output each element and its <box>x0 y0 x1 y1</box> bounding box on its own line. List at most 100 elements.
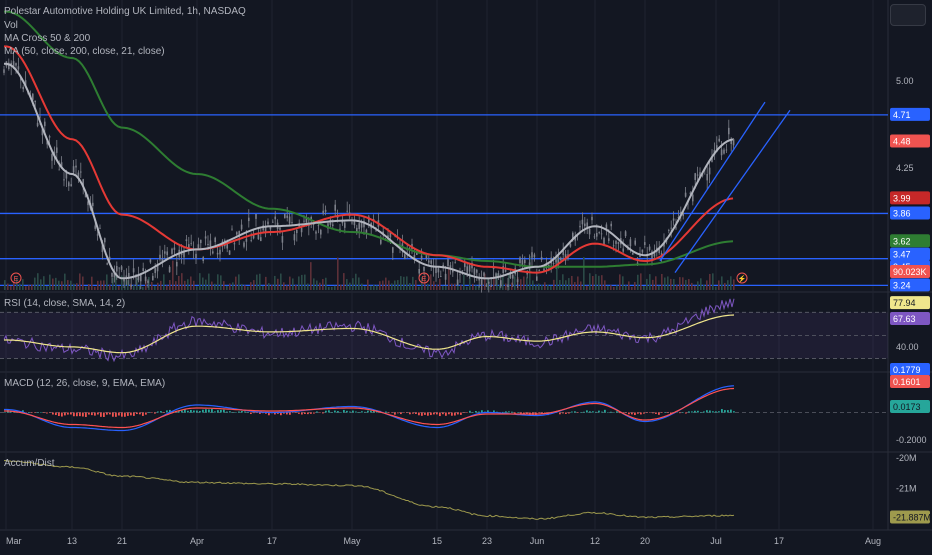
price-tag-label: 3.86 <box>893 208 911 218</box>
volume-bar <box>172 260 174 290</box>
candle-body <box>94 225 96 229</box>
macd-histogram-bar <box>478 411 480 413</box>
volume-bar <box>277 278 279 290</box>
candle-body <box>77 172 80 178</box>
volume-bar <box>406 276 408 290</box>
volume-bar <box>67 280 69 290</box>
macd-tag <box>890 363 930 376</box>
candle-body <box>152 275 154 281</box>
macd-histogram-bar <box>166 410 168 413</box>
macd-histogram-bar <box>10 411 12 413</box>
volume-bar <box>682 277 684 290</box>
macd-histogram-bar <box>415 412 417 414</box>
rsi-tag-label: 77.94 <box>893 298 916 308</box>
candle-body <box>41 129 44 136</box>
macd-histogram-bar <box>526 412 528 414</box>
macd-histogram-bar <box>733 411 735 413</box>
macd-histogram-bar <box>322 412 324 414</box>
candle-body <box>670 227 672 229</box>
candle-body <box>101 245 104 253</box>
volume-bar <box>370 285 372 290</box>
macd-histogram-bar <box>55 412 57 416</box>
volume-bar <box>157 282 159 290</box>
candle-body <box>569 243 572 247</box>
volume-bar <box>685 279 687 290</box>
candle-body <box>164 251 166 254</box>
ma-legend[interactable]: MA (50, close, 200, close, 21, close) <box>4 46 165 57</box>
macd-histogram-bar <box>664 412 666 413</box>
volume-bar <box>223 281 225 290</box>
volume-bar <box>379 281 381 290</box>
rsi-legend[interactable]: RSI (14, close, SMA, 14, 2) <box>4 298 126 309</box>
volume-bar <box>700 278 702 290</box>
volume-bar <box>727 280 729 290</box>
candle-body <box>612 245 615 247</box>
candle-body <box>389 231 392 238</box>
ma-cross-legend[interactable]: MA Cross 50 & 200 <box>4 33 91 44</box>
candle-body <box>58 169 60 171</box>
candle-body <box>526 272 528 275</box>
price-tag-label: 3.47 <box>893 250 911 260</box>
macd-histogram-bar <box>373 410 375 413</box>
macd-tick-label: -0.2000 <box>896 435 927 445</box>
volume-bar <box>61 281 63 290</box>
accum-legend[interactable]: Accum/Dist <box>4 458 55 469</box>
volume-bar <box>568 278 570 290</box>
candle-body <box>82 179 84 186</box>
macd-histogram-bar <box>205 409 207 413</box>
macd-tag <box>890 400 930 413</box>
volume-bar <box>292 278 294 290</box>
macd-legend[interactable]: MACD (12, 26, close, 9, EMA, EMA) <box>4 378 166 389</box>
macd-histogram-bar <box>691 411 693 413</box>
macd-histogram-bar <box>631 412 633 415</box>
price-tag-label: 4.48 <box>893 137 911 147</box>
volume-bar <box>367 279 369 290</box>
macd-histogram-bar <box>154 412 156 414</box>
candle-body <box>617 242 620 244</box>
candle-body <box>608 238 610 241</box>
volume-bar <box>79 273 81 290</box>
candle-body <box>8 62 10 70</box>
macd-histogram-bar <box>214 411 216 413</box>
price-tag-label: 3.24 <box>893 280 911 290</box>
candle-body <box>190 242 192 244</box>
macd-histogram-bar <box>187 410 189 413</box>
candle-body <box>44 121 46 127</box>
candle-body <box>216 252 219 255</box>
price-tick-label: 5.00 <box>896 76 914 86</box>
candle-body <box>202 257 204 261</box>
volume-bar <box>535 284 537 290</box>
volume-bar <box>85 286 87 290</box>
candle-body <box>476 269 478 273</box>
candle-body <box>641 249 644 253</box>
accum-tick-label: -20M <box>896 453 917 463</box>
macd-histogram-bar <box>361 411 363 413</box>
candle-body <box>291 221 293 223</box>
volume-bar <box>256 274 258 290</box>
candle-body <box>696 174 699 176</box>
macd-histogram-bar <box>616 411 618 413</box>
candle-body <box>310 217 312 219</box>
macd-histogram-bar <box>70 412 72 415</box>
macd-histogram-bar <box>28 412 30 413</box>
candle-body <box>363 220 365 228</box>
volume-bar <box>721 276 723 290</box>
chart-menu-button[interactable] <box>890 4 926 26</box>
macd-histogram-bar <box>538 412 540 413</box>
macd-histogram-bar <box>340 412 342 413</box>
candle-body <box>488 281 490 284</box>
candle-body <box>116 265 118 272</box>
volume-bar <box>550 285 552 290</box>
volume-bar <box>136 278 138 290</box>
vol-legend[interactable]: Vol <box>4 20 18 31</box>
volume-bar <box>676 285 678 290</box>
macd-histogram-bar <box>325 410 327 413</box>
volume-bar <box>493 276 495 290</box>
candle-body <box>75 165 77 168</box>
volume-bar <box>322 279 324 290</box>
volume-bar <box>52 278 54 290</box>
macd-histogram-bar <box>235 412 237 413</box>
volume-bar <box>298 276 300 290</box>
